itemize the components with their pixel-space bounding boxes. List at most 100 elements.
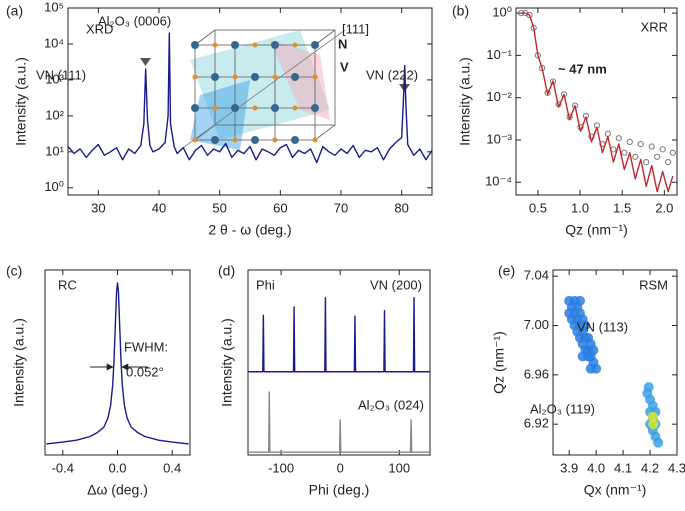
annotation: RSM (639, 277, 668, 292)
y-tick-label: 10¹ (45, 143, 64, 158)
data-point (526, 11, 533, 19)
x-tick-label: 3.9 (560, 460, 578, 475)
data-point (653, 437, 664, 448)
y-tick-label: 10⁻³ (486, 131, 512, 146)
y-tick-label: 10⁰ (44, 179, 64, 194)
data-point (632, 153, 639, 160)
x-tick-label: 0.0 (108, 460, 126, 475)
data-point (643, 382, 654, 393)
x-tick-label: 0.4 (163, 460, 181, 475)
y-tick-label: 6.92 (524, 416, 549, 431)
data-line (248, 297, 430, 373)
y-tick-label: 7.00 (524, 317, 549, 332)
crystal-inset (179, 29, 346, 151)
x-axis-label: Qz (nm⁻¹) (565, 222, 628, 238)
data-point (626, 138, 633, 146)
y-axis-label: Qz (nm⁻¹) (491, 331, 507, 394)
x-tick-label: 4.0 (587, 460, 605, 475)
series-label: VN (113) (577, 319, 628, 334)
annotation: XRR (641, 19, 668, 34)
x-tick-label: 50 (212, 200, 226, 215)
y-tick-label: 10⁻⁴ (485, 174, 512, 189)
y-axis-label: Intensity (a.u.) (11, 318, 27, 407)
data-point (648, 419, 659, 430)
y-tick-label: 10⁻² (486, 89, 512, 104)
data-line (248, 391, 430, 453)
data-point (580, 320, 591, 331)
annotation: XRD (86, 21, 113, 36)
y-tick-label: 10² (45, 107, 64, 122)
data-point (637, 140, 644, 148)
data-point (669, 149, 676, 156)
y-axis-label: Intensity (a.u.) (219, 318, 235, 407)
data-line (46, 282, 189, 445)
annotation: 0.052° (126, 364, 164, 379)
plot-frame (552, 269, 678, 456)
series-label: Al₂O₃ (119) (530, 401, 595, 416)
panel-label: (d) (218, 263, 235, 279)
data-point (591, 363, 602, 374)
x-tick-label: -0.4 (52, 460, 74, 475)
annotation: VN (222) (366, 67, 418, 82)
data-point (574, 295, 585, 306)
plot-frame (44, 269, 191, 456)
y-tick-label: 10⁻¹ (486, 47, 512, 62)
data-line (67, 32, 433, 164)
annotation: Phi (256, 277, 275, 292)
y-tick-label: 7.04 (524, 268, 549, 283)
data-point (659, 146, 666, 153)
annotation: RC (58, 277, 77, 292)
data-point (647, 411, 658, 422)
annotation: Al₂O₃ (0006) (98, 13, 171, 28)
annotation: V (340, 59, 349, 74)
y-tick-label: 6.96 (524, 366, 549, 381)
panel-label: (b) (452, 3, 469, 19)
y-tick-label: 10⁴ (44, 35, 64, 50)
plot-frame (247, 269, 431, 456)
x-axis-label: Phi (deg.) (309, 482, 370, 498)
data-point (564, 308, 575, 319)
x-tick-label: -100 (268, 460, 294, 475)
y-tick-label: 10³ (45, 71, 64, 86)
x-tick-label: 0.5 (529, 200, 547, 215)
annotation: ~ 47 nm (558, 61, 607, 76)
data-point (615, 135, 622, 142)
x-tick-label: 100 (388, 460, 410, 475)
x-tick-label: 60 (273, 200, 287, 215)
data-point (648, 143, 655, 150)
x-tick-label: 4.2 (641, 460, 659, 475)
x-axis-label: Δω (deg.) (87, 482, 148, 498)
x-tick-label: 70 (334, 200, 348, 215)
data-point (665, 158, 672, 166)
plot-frame (67, 7, 433, 196)
peak-marker (140, 58, 151, 66)
y-axis-label: Intensity (a.u.) (457, 57, 473, 146)
y-axis-label: Intensity (a.u.) (13, 57, 29, 146)
data-line (521, 12, 674, 193)
annotation: FWHM: (124, 339, 168, 354)
data-point (643, 158, 650, 166)
data-point (654, 153, 661, 160)
x-tick-label: 1.0 (571, 200, 589, 215)
x-tick-label: 30 (91, 200, 105, 215)
x-tick-label: 4.3 (668, 460, 685, 475)
plot-frame (515, 7, 678, 196)
annotation: N (338, 36, 347, 51)
annotation: VN (111) (36, 67, 86, 82)
x-tick-label: 40 (152, 200, 166, 215)
annotation: [111] (342, 21, 369, 36)
panel-label: (c) (6, 263, 22, 279)
data-point (604, 130, 611, 137)
data-point (544, 89, 551, 96)
x-axis-label: 2 θ - ω (deg.) (208, 222, 291, 238)
x-tick-label: 2.0 (655, 200, 673, 215)
series-label: VN (200) (370, 277, 422, 292)
y-tick-label: 10⁰ (492, 5, 512, 20)
x-tick-label: 80 (394, 200, 408, 215)
x-axis-label: Qx (nm⁻¹) (584, 482, 647, 498)
x-tick-label: 1.5 (613, 200, 631, 215)
y-tick-label: 10⁵ (44, 0, 64, 14)
series-label: Al₂O₃ (024) (358, 397, 424, 412)
panel-label: (a) (6, 3, 23, 19)
